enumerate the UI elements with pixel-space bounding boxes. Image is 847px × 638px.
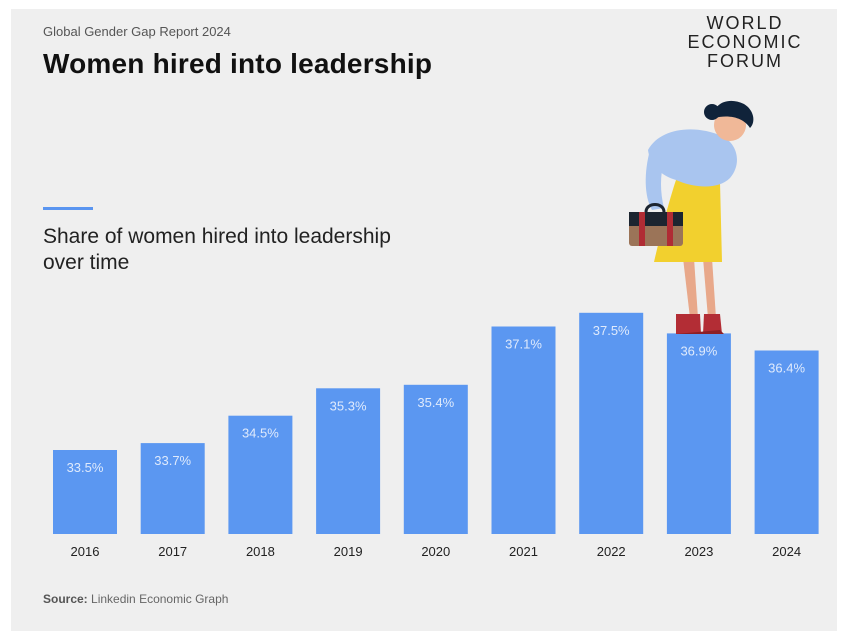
bar-2020 — [403, 384, 468, 534]
x-tick-2019: 2019 — [334, 544, 363, 559]
x-tick-2022: 2022 — [597, 544, 626, 559]
value-label-2024: 36.4% — [768, 361, 805, 376]
x-tick-2018: 2018 — [246, 544, 275, 559]
logo-line-3: FORUM — [707, 51, 783, 71]
logo-line-1: WORLD — [706, 13, 784, 33]
source-note: Source: Linkedin Economic Graph — [43, 592, 228, 606]
bars-group — [53, 312, 819, 534]
x-tick-2023: 2023 — [684, 544, 713, 559]
value-label-2021: 37.1% — [505, 337, 542, 352]
value-label-2023: 36.9% — [680, 343, 717, 358]
value-label-2017: 33.7% — [154, 453, 191, 468]
wef-logo: WORLD ECONOMIC FORUM — [670, 14, 820, 71]
x-tick-2020: 2020 — [421, 544, 450, 559]
bar-2018 — [228, 415, 293, 534]
chart-title: Women hired into leadership — [43, 48, 433, 79]
bar-2019 — [316, 388, 381, 534]
bar-2021 — [491, 326, 556, 534]
bar-2023 — [666, 333, 731, 534]
source-text: Linkedin Economic Graph — [91, 592, 229, 606]
x-tick-2017: 2017 — [158, 544, 187, 559]
bar-2017 — [140, 443, 205, 534]
value-label-2019: 35.3% — [330, 398, 367, 413]
value-label-2022: 37.5% — [593, 323, 630, 338]
woman-illustration-icon — [629, 100, 754, 334]
x-tick-2021: 2021 — [509, 544, 538, 559]
bar-2016 — [53, 450, 117, 534]
value-label-2016: 33.5% — [67, 460, 104, 475]
series-title: Share of women hired into leadership ove… — [43, 225, 391, 274]
value-label-2018: 34.5% — [242, 426, 279, 441]
x-tick-2016: 2016 — [71, 544, 100, 559]
logo-line-2: ECONOMIC — [687, 32, 803, 52]
bar-2024 — [754, 350, 819, 534]
report-name: Global Gender Gap Report 2024 — [43, 24, 231, 39]
bar-2022 — [579, 312, 644, 534]
x-tick-2024: 2024 — [772, 544, 801, 559]
x-ticks-group: 2016 2017 2018 2019 2020 2021 2022 2023 2024 — [71, 544, 802, 559]
accent-dash — [43, 207, 93, 210]
value-labels-group: 33.5% 33.7% 34.5% 35.3% 35.4% 37.1% 37.5% 36.9%… — [67, 323, 806, 475]
source-label: Source: — [43, 592, 88, 606]
value-label-2020: 35.4% — [417, 395, 454, 410]
